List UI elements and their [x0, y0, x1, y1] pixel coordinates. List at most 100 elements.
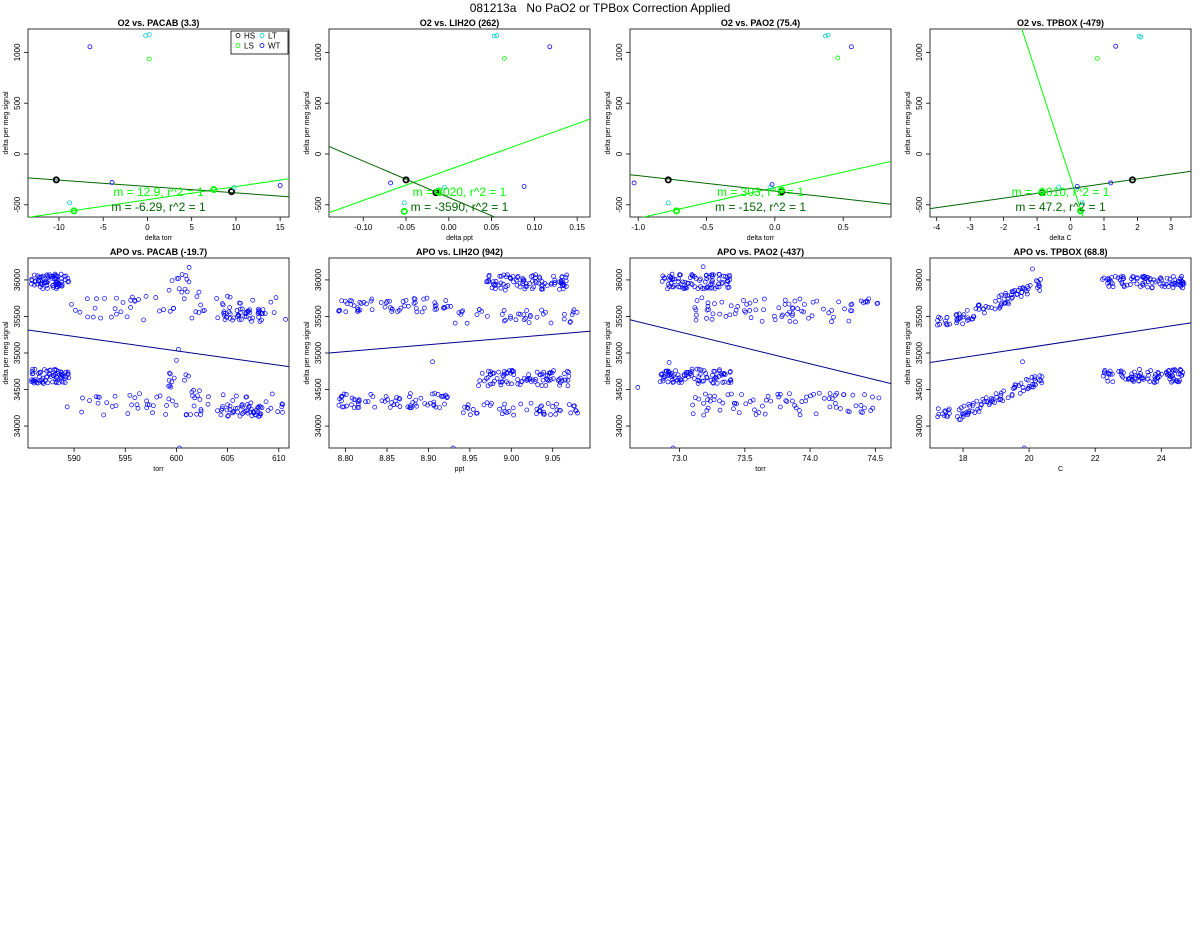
x-tick-label: 74.0 — [802, 454, 818, 463]
data-point-WT — [1074, 184, 1080, 189]
data-point — [194, 411, 200, 417]
data-point — [717, 398, 722, 404]
data-point — [464, 320, 470, 326]
data-point — [723, 314, 729, 319]
data-point — [789, 305, 795, 311]
data-point-LT — [1079, 200, 1085, 206]
data-point — [90, 314, 96, 320]
data-point — [575, 410, 580, 416]
data-point — [53, 272, 59, 278]
y-tick-label: 500 — [13, 96, 22, 110]
data-point — [1028, 384, 1034, 390]
x-tick-label: 10 — [231, 223, 240, 232]
data-point — [695, 381, 701, 386]
data-point — [571, 307, 577, 313]
data-point — [676, 276, 681, 282]
data-point — [515, 273, 521, 279]
panel-title: APO vs. PACAB (-19.7) — [110, 247, 207, 257]
data-point — [430, 391, 435, 397]
data-point — [1019, 289, 1025, 295]
data-point — [513, 277, 519, 283]
data-point — [271, 310, 277, 315]
data-point — [541, 409, 546, 415]
data-point — [238, 300, 243, 306]
data-point — [77, 309, 83, 315]
data-point — [170, 398, 175, 404]
data-point — [244, 408, 250, 413]
data-point — [240, 306, 245, 312]
data-point — [1110, 379, 1116, 385]
data-point — [433, 404, 439, 410]
data-point — [865, 299, 870, 305]
data-point — [493, 279, 499, 284]
data-point — [665, 371, 671, 377]
data-point — [215, 408, 220, 414]
data-point — [983, 304, 989, 309]
data-point — [739, 392, 744, 397]
data-point — [65, 369, 71, 375]
x-tick-label: 0 — [145, 223, 150, 232]
data-point — [953, 312, 959, 318]
data-point — [862, 392, 867, 397]
data-point — [943, 409, 948, 415]
data-point — [775, 391, 781, 397]
fit-line-light — [1021, 29, 1084, 217]
data-point — [1030, 382, 1035, 387]
data-point — [259, 317, 264, 323]
data-point — [166, 287, 172, 293]
data-point — [95, 400, 101, 406]
data-point — [536, 274, 542, 280]
data-point — [442, 401, 447, 407]
data-point — [1180, 281, 1185, 286]
data-point — [221, 310, 226, 316]
data-point — [725, 279, 731, 284]
data-point — [490, 381, 496, 387]
x-axis-label: torr — [153, 466, 164, 473]
y-tick-label: -500 — [314, 196, 323, 213]
data-point-LS — [502, 56, 507, 61]
data-point — [40, 380, 45, 385]
data-point — [821, 306, 826, 312]
data-point — [141, 317, 146, 323]
data-point — [408, 391, 413, 396]
data-point — [945, 407, 951, 413]
data-point — [196, 310, 202, 315]
plot-area — [329, 33, 590, 217]
y-tick-label: 0 — [615, 151, 624, 156]
data-point — [1021, 445, 1027, 448]
data-point — [747, 399, 753, 404]
data-point — [40, 273, 46, 279]
y-axis-label: delta per meg signal — [304, 91, 311, 154]
y-tick-label: 34000 — [615, 414, 624, 437]
x-tick-label: 0.05 — [484, 223, 500, 232]
data-point — [960, 412, 966, 418]
data-point — [710, 380, 716, 385]
y-tick-label: 0 — [915, 151, 924, 156]
data-point — [63, 374, 69, 380]
data-point — [662, 374, 668, 380]
data-point — [826, 310, 832, 316]
data-point — [829, 308, 835, 313]
data-point — [197, 388, 202, 394]
data-point — [540, 282, 545, 288]
fit-line — [28, 329, 289, 368]
data-point — [488, 381, 493, 387]
data-point — [486, 279, 492, 285]
data-point — [188, 412, 193, 417]
data-point — [171, 375, 177, 381]
data-point — [94, 296, 99, 302]
data-point — [785, 311, 790, 317]
data-point — [548, 370, 553, 375]
data-point-WT — [109, 180, 115, 185]
data-point — [239, 403, 245, 408]
fit-annotation-dark: m = 47.2, r^2 = 1 — [1015, 200, 1106, 214]
data-point — [239, 317, 244, 322]
data-point — [686, 374, 691, 380]
data-point — [716, 276, 722, 282]
x-axis-label: ppt — [455, 466, 465, 473]
data-point — [573, 408, 579, 414]
data-point — [431, 399, 437, 405]
data-point — [960, 321, 965, 327]
data-point — [966, 409, 972, 414]
data-point — [557, 375, 563, 381]
